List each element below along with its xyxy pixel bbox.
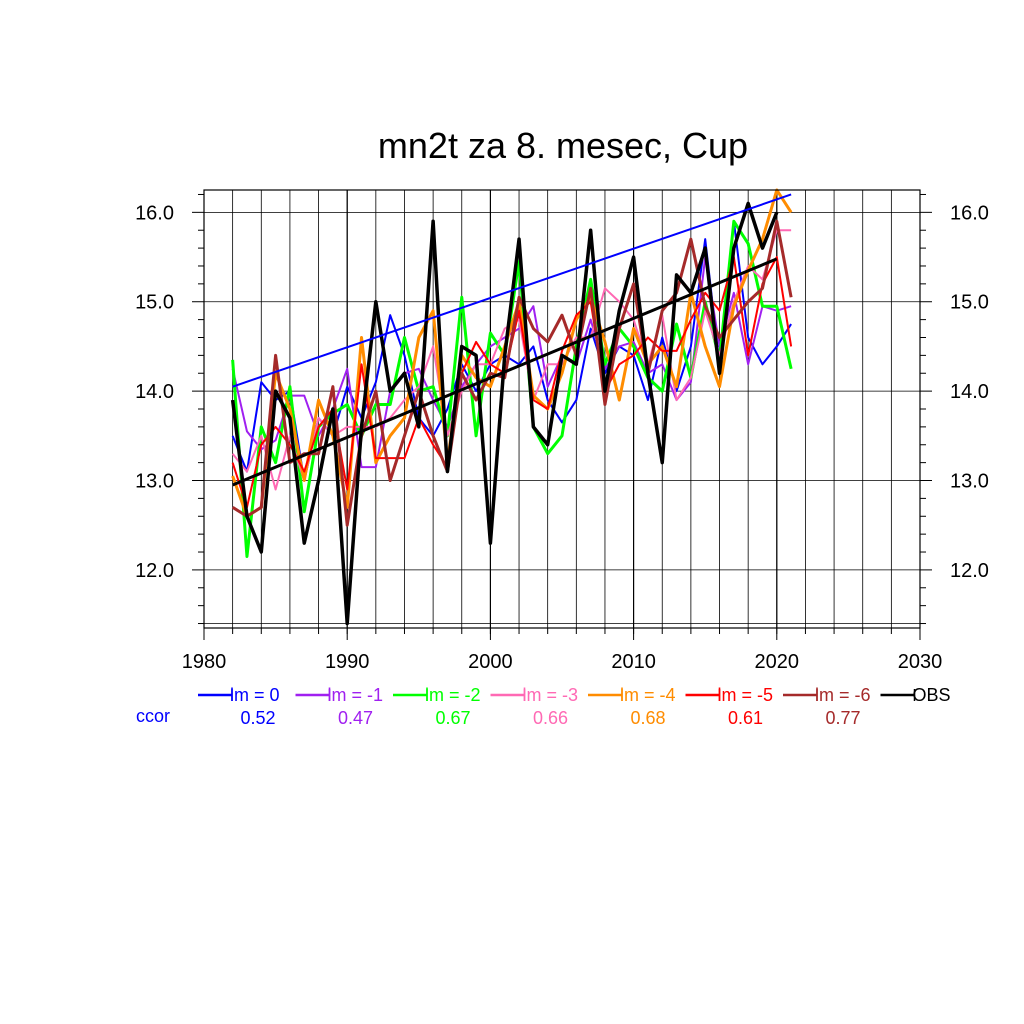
- legend-ccor-value: 0.52: [240, 708, 275, 728]
- x-tick-label: 1980: [182, 651, 227, 673]
- legend-ccor-value: 0.47: [338, 708, 373, 728]
- x-tick-label: 1990: [325, 651, 370, 673]
- legend-ccor-value: 0.66: [533, 708, 568, 728]
- x-tick-label: 2000: [468, 651, 513, 673]
- legend-ccor-value: 0.77: [825, 708, 860, 728]
- series-group: [230, 188, 793, 626]
- y-tick-label-left: 12.0: [135, 560, 174, 582]
- y-tick-label-right: 14.0: [950, 381, 989, 403]
- y-tick-label-right: 16.0: [950, 202, 989, 224]
- legend-ccor-value: 0.61: [728, 708, 763, 728]
- y-tick-label-right: 13.0: [950, 471, 989, 493]
- axes: 12.0 12.0 13.0 13.0 14.0 14.0 15.0 15.0 16.0 16.0…: [135, 189, 989, 673]
- legend-label: lm = -6: [815, 685, 871, 705]
- legend-ccor-value: 0.67: [435, 708, 470, 728]
- trend-line: [232, 257, 778, 487]
- trend-lines: [232, 193, 792, 487]
- ccor-label: ccor: [136, 706, 170, 726]
- x-tick-label: 2010: [611, 651, 656, 673]
- plot-frame: [203, 189, 921, 629]
- y-tick-label-left: 16.0: [135, 202, 174, 224]
- x-tick-label: 2030: [898, 651, 943, 673]
- grid: [204, 189, 920, 628]
- series-line-lm-4: [231, 188, 793, 518]
- y-tick-label-left: 13.0: [135, 471, 174, 493]
- legend-label: lm = -4: [620, 685, 676, 705]
- legend-ccor-value: 0.68: [630, 708, 665, 728]
- legend-label: lm = -2: [425, 685, 481, 705]
- y-tick-label-right: 12.0: [950, 560, 989, 582]
- y-tick-label-left: 14.0: [135, 381, 174, 403]
- legend: lm = 0 0.52 lm = -1 0.47 lm = -2 0.67 lm = -3 0…: [136, 685, 951, 728]
- legend-label: lm = -3: [523, 685, 579, 705]
- y-tick-label-left: 15.0: [135, 292, 174, 314]
- legend-label: lm = -5: [718, 685, 774, 705]
- legend-label: lm = 0: [230, 685, 280, 705]
- series-line-obs: [230, 201, 779, 626]
- chart-title: mn2t za 8. mesec, Cup: [378, 125, 748, 166]
- legend-label: lm = -1: [328, 685, 384, 705]
- y-tick-label-right: 15.0: [950, 292, 989, 314]
- legend-label: OBS: [913, 685, 951, 705]
- trend-line: [232, 193, 792, 388]
- x-tick-label: 2020: [755, 651, 800, 673]
